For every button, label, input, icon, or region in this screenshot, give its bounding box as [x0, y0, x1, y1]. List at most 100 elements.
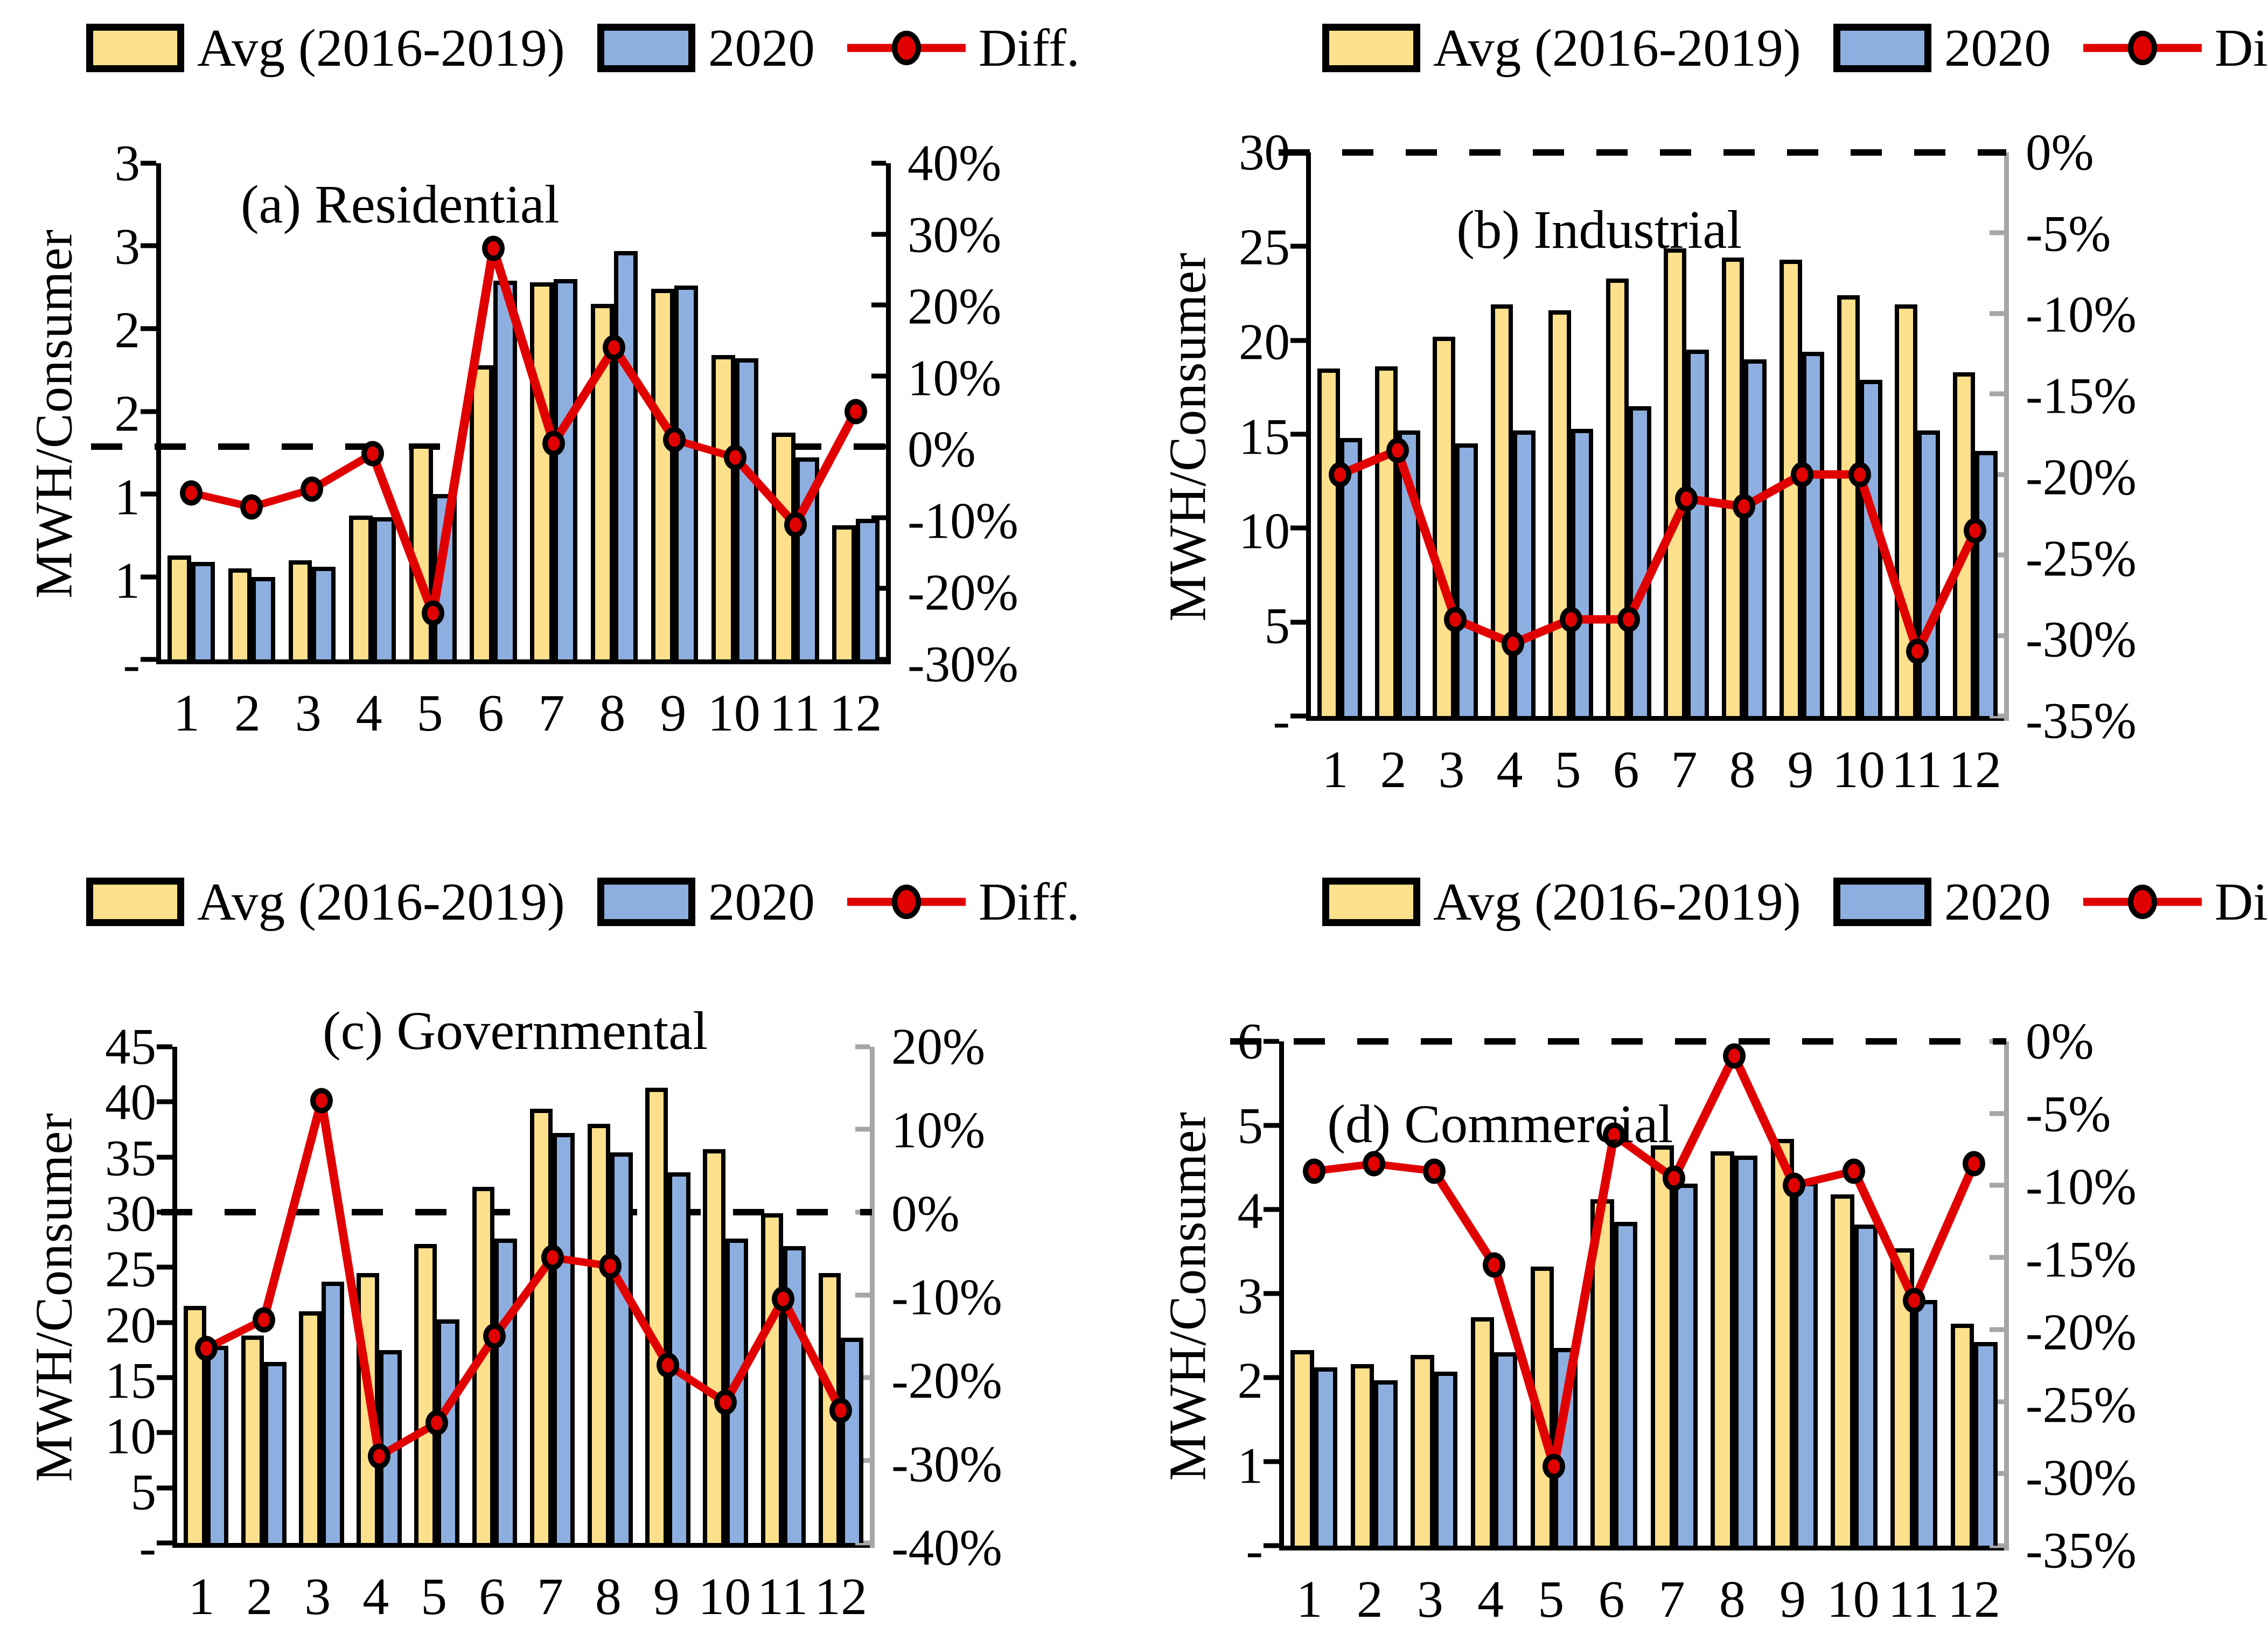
diff-point-month-5: [1543, 1454, 1566, 1479]
right-axis-tick-labels: 0% -5% -10% -15% -20% -25% -30% -35%: [2004, 1016, 2166, 1576]
bar-avg-month-6: [470, 365, 493, 659]
diff-point-month-5: [421, 600, 444, 626]
left-tick-label: 1: [114, 552, 141, 609]
month-group-10: [697, 1047, 755, 1543]
left-tick-mark: [1290, 244, 1306, 249]
left-tick-label: 10: [105, 1407, 156, 1465]
bar-2020-month-10: [1859, 379, 1882, 716]
right-tick-mark: [1990, 1255, 2004, 1260]
right-tick-mark: [855, 1292, 870, 1297]
legend: Avg (2016-2019) 2020 Diff.: [1161, 16, 2268, 80]
x-label-10: 10: [1826, 1570, 1880, 1629]
diff-point-month-4: [1502, 631, 1525, 656]
year-2020-series-swatch: [1833, 24, 1931, 72]
month-group-1: [161, 163, 221, 659]
legend-item-avg: Avg (2016-2019): [86, 18, 565, 79]
legend-item-2020: 2020: [1833, 18, 2051, 79]
bar-2020-month-5: [1554, 1348, 1578, 1546]
month-group-12: [1944, 1041, 2004, 1546]
legend-item-diff: Diff.: [2083, 18, 2268, 79]
diff-point-month-7: [541, 1244, 564, 1270]
bar-avg-month-8: [1721, 258, 1744, 716]
bar-avg-month-10: [711, 355, 735, 659]
right-tick-label: -30%: [891, 1435, 1002, 1493]
left-tick-label: 40: [105, 1073, 156, 1131]
right-axis-tick-labels: 20% 10% 0% -10% -20% -30% -40%: [870, 1021, 1031, 1573]
x-label-8: 8: [595, 1568, 622, 1626]
bar-avg-month-8: [1711, 1151, 1734, 1546]
diff-point-month-11: [1906, 638, 1929, 664]
x-label-5: 5: [1538, 1570, 1565, 1629]
left-tick-label: 20: [1239, 313, 1290, 371]
right-tick-label: 0%: [2026, 1012, 2094, 1070]
legend-item-avg: Avg (2016-2019): [1322, 18, 1801, 79]
bar-2020-month-4: [372, 517, 396, 659]
x-label-2: 2: [246, 1568, 273, 1626]
diff-point-month-3: [1422, 1158, 1446, 1184]
left-tick-mark: [1264, 1207, 1279, 1212]
bar-2020-month-7: [552, 1132, 575, 1543]
right-axis-tick-labels: 0% -5% -10% -15% -20% -25% -30% -35%: [2004, 127, 2166, 746]
bar-avg-month-2: [1375, 366, 1398, 716]
bar-avg-month-11: [772, 433, 795, 659]
legend: Avg (2016-2019) 2020 Diff.: [27, 16, 1080, 80]
x-label-4: 4: [362, 1568, 389, 1626]
diff-point-month-2: [240, 494, 263, 520]
left-tick-mark: [157, 1099, 172, 1104]
right-tick-label: 30%: [908, 206, 1002, 263]
legend-item-avg: Avg (2016-2019): [1322, 872, 1801, 933]
month-group-6: [466, 1047, 524, 1543]
legend-item-avg: Avg (2016-2019): [86, 872, 565, 933]
right-tick-label: -20%: [2026, 1303, 2137, 1361]
bars-layer: [161, 163, 886, 659]
bar-2020-month-10: [735, 358, 759, 659]
bar-avg-month-1: [168, 555, 192, 659]
x-label-8: 8: [1719, 1570, 1746, 1629]
diff-point-month-1: [194, 1336, 218, 1361]
left-tick-mark: [1264, 1459, 1279, 1464]
legend-label-2020: 2020: [1944, 18, 2051, 78]
month-group-3: [292, 1047, 350, 1543]
bar-2020-month-1: [206, 1345, 229, 1543]
x-label-9: 9: [1787, 741, 1814, 799]
left-tick-mark: [141, 409, 156, 414]
x-label-6: 6: [1613, 741, 1639, 799]
x-label-9: 9: [1779, 1570, 1806, 1629]
bar-avg-month-7: [530, 282, 554, 659]
bar-avg-month-3: [288, 560, 312, 659]
x-label-4: 4: [355, 684, 382, 742]
bar-2020-month-9: [1794, 1181, 1818, 1546]
right-axis-tick-labels: 40% 30% 20% 10% 0% -10% -20% -30%: [886, 137, 1031, 690]
right-tick-label: -25%: [2026, 1376, 2137, 1434]
zero-percent-dashed-line: [1230, 1038, 2006, 1045]
x-label-7: 7: [1658, 1570, 1685, 1629]
diff-point-month-10: [714, 1389, 737, 1415]
left-tick-label: 2: [114, 301, 141, 359]
bar-2020-month-9: [1802, 351, 1825, 716]
left-tick-label: -: [139, 1519, 156, 1576]
month-group-10: [1824, 1041, 1884, 1546]
diff-point-month-6: [481, 235, 505, 261]
month-group-8: [581, 1047, 639, 1543]
legend-item-diff: Diff.: [847, 872, 1080, 933]
month-group-10: [705, 163, 765, 659]
left-axis-tick-labels: 3 3 2 2 1 1 -: [81, 137, 156, 690]
month-group-1: [177, 1047, 235, 1543]
left-tick-mark: [157, 1264, 172, 1270]
left-tick-mark: [141, 574, 156, 579]
month-group-2: [235, 1047, 292, 1543]
left-tick-mark: [157, 1430, 172, 1435]
bar-2020-month-11: [795, 457, 819, 659]
legend: Avg (2016-2019) 2020 Diff.: [1161, 870, 2268, 934]
right-tick-label: 20%: [891, 1018, 986, 1075]
x-label-4: 4: [1477, 1570, 1504, 1629]
right-axis-line: [886, 163, 891, 664]
left-axis-tick-labels: 654321-: [1215, 1016, 1279, 1576]
x-label-3: 3: [1438, 741, 1465, 799]
x-label-1: 1: [1296, 1570, 1323, 1629]
month-group-4: [343, 163, 403, 659]
bar-avg-month-9: [1770, 1138, 1795, 1546]
diff-point-month-5: [1559, 607, 1582, 632]
left-tick-mark: [1264, 1123, 1279, 1128]
